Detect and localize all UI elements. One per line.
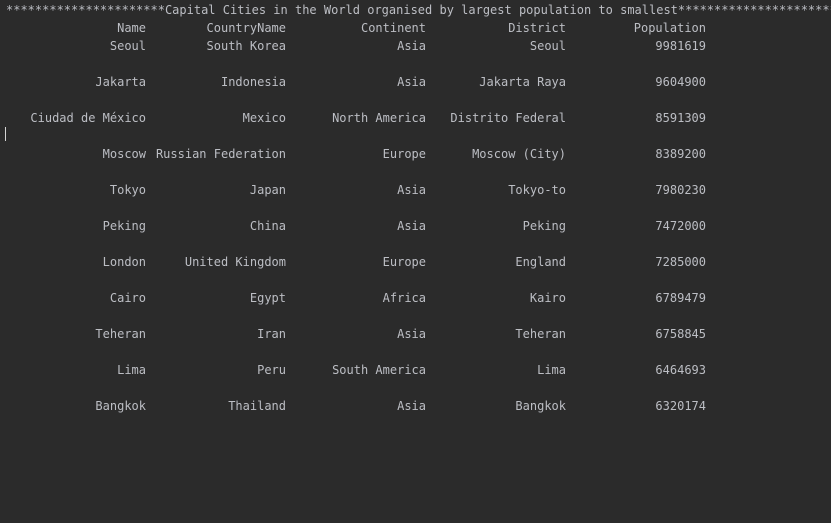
- cell-name: Teheran: [95, 327, 146, 341]
- table-row: Ciudad de México Mexico North America Di…: [0, 109, 831, 127]
- cell-country: Peru: [257, 363, 286, 377]
- table-row: Bangkok Thailand Asia Bangkok 6320174: [0, 397, 831, 415]
- header-district: District: [508, 21, 566, 35]
- cell-district: Seoul: [529, 39, 566, 53]
- cell-population: 6758845: [655, 327, 706, 341]
- cell-population: 9604900: [655, 75, 706, 89]
- console-banner: **********************Capital Cities in …: [6, 3, 831, 17]
- cell-continent: Europe: [382, 147, 426, 161]
- cell-country: United Kingdom: [184, 255, 286, 269]
- table-row: Lima Peru South America Lima 6464693: [0, 361, 831, 379]
- cell-district: Tokyo-to: [508, 183, 566, 197]
- cell-population: 6789479: [655, 291, 706, 305]
- header-name: Name: [117, 21, 146, 35]
- cell-continent: Europe: [382, 255, 426, 269]
- cell-name: Peking: [102, 219, 146, 233]
- cell-population: 8389200: [655, 147, 706, 161]
- cell-continent: Asia: [397, 39, 426, 53]
- cell-continent: Asia: [397, 219, 426, 233]
- cell-name: Cairo: [109, 291, 146, 305]
- cell-name: Bangkok: [95, 399, 146, 413]
- cell-district: Moscow (City): [472, 147, 566, 161]
- cell-district: Distrito Federal: [450, 111, 566, 125]
- cell-name: Ciudad de México: [30, 111, 146, 125]
- cell-district: Lima: [537, 363, 566, 377]
- table-row: Moscow Russian Federation Europe Moscow …: [0, 145, 831, 163]
- cell-country: Russian Federation: [155, 147, 286, 161]
- text-cursor: [5, 127, 6, 141]
- table-row: Seoul South Korea Asia Seoul 9981619: [0, 37, 831, 55]
- table-row: Peking China Asia Peking 7472000: [0, 217, 831, 235]
- table-row: London United Kingdom Europe England 728…: [0, 253, 831, 271]
- cell-district: Kairo: [529, 291, 566, 305]
- console-output[interactable]: **********************Capital Cities in …: [0, 0, 831, 425]
- cell-continent: Asia: [397, 327, 426, 341]
- table-row: Cairo Egypt Africa Kairo 6789479: [0, 289, 831, 307]
- cell-name: Lima: [117, 363, 146, 377]
- cell-name: Moscow: [102, 147, 146, 161]
- cell-district: England: [515, 255, 566, 269]
- cell-name: Jakarta: [95, 75, 146, 89]
- cell-country: Egypt: [249, 291, 286, 305]
- cell-country: Mexico: [242, 111, 286, 125]
- cell-continent: South America: [332, 363, 426, 377]
- cell-population: 9981619: [655, 39, 706, 53]
- table-row: Tokyo Japan Asia Tokyo-to 7980230: [0, 181, 831, 199]
- cell-population: 8591309: [655, 111, 706, 125]
- cell-district: Jakarta Raya: [479, 75, 566, 89]
- cell-population: 7285000: [655, 255, 706, 269]
- cell-country: Japan: [249, 183, 286, 197]
- cell-country: Thailand: [228, 399, 286, 413]
- cell-name: Tokyo: [109, 183, 146, 197]
- header-population: Population: [633, 21, 706, 35]
- cell-population: 7472000: [655, 219, 706, 233]
- cell-country: South Korea: [206, 39, 286, 53]
- cell-country: China: [249, 219, 286, 233]
- cell-district: Peking: [522, 219, 566, 233]
- cell-country: Iran: [257, 327, 286, 341]
- header-continent: Continent: [360, 21, 426, 35]
- cell-continent: Asia: [397, 183, 426, 197]
- cell-name: Seoul: [109, 39, 146, 53]
- cell-district: Teheran: [515, 327, 566, 341]
- cell-continent: North America: [332, 111, 426, 125]
- cell-continent: Africa: [382, 291, 426, 305]
- table-row: Teheran Iran Asia Teheran 6758845: [0, 325, 831, 343]
- cell-country: Indonesia: [220, 75, 286, 89]
- cell-name: London: [102, 255, 146, 269]
- table-row: Jakarta Indonesia Asia Jakarta Raya 9604…: [0, 73, 831, 91]
- cell-continent: Asia: [397, 75, 426, 89]
- cell-continent: Asia: [397, 399, 426, 413]
- table-header-row: Name CountryName Continent District Popu…: [0, 19, 831, 37]
- cell-district: Bangkok: [515, 399, 566, 413]
- cell-population: 6464693: [655, 363, 706, 377]
- cell-population: 6320174: [655, 399, 706, 413]
- cell-population: 7980230: [655, 183, 706, 197]
- header-country: CountryName: [206, 21, 286, 35]
